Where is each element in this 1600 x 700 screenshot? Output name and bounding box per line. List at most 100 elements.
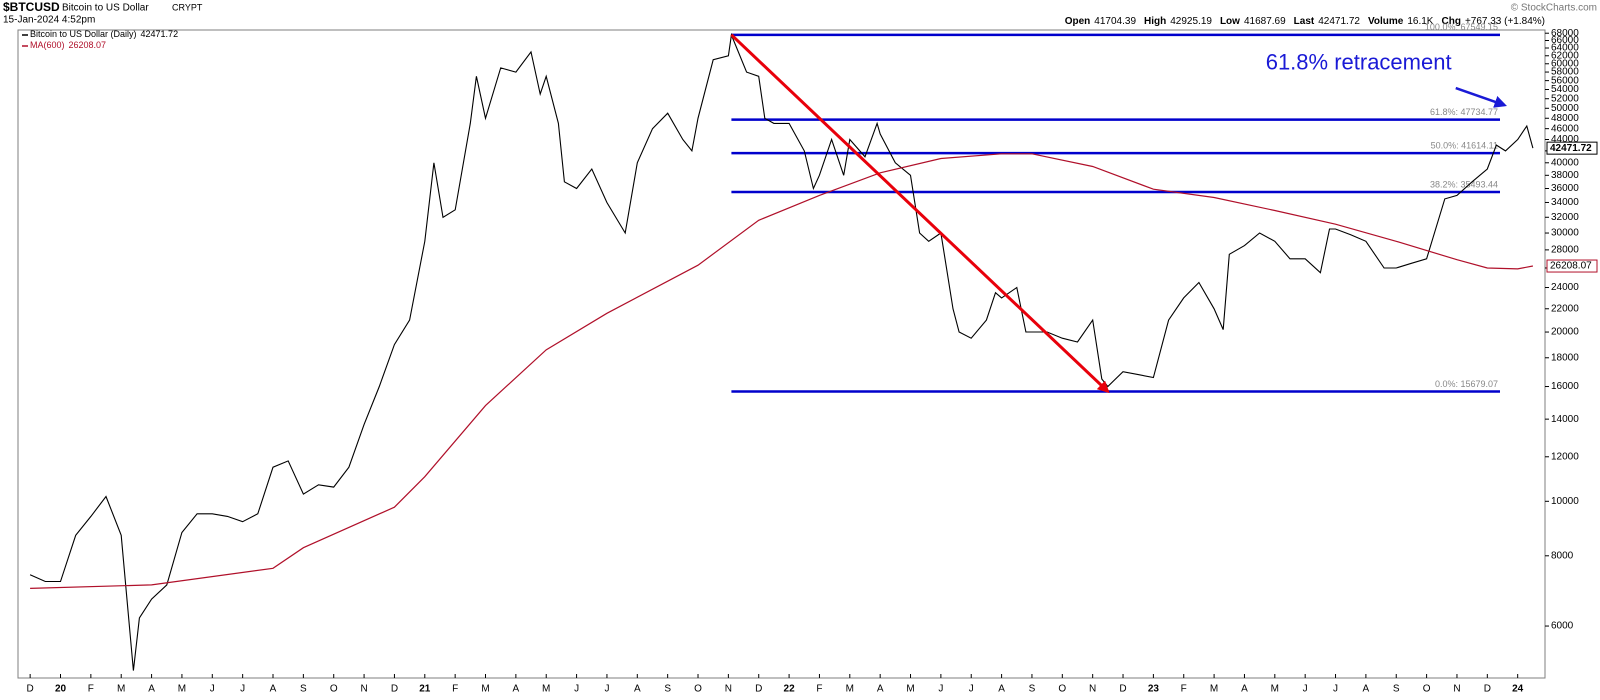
x-tick-label: A	[513, 684, 520, 695]
date: 15-Jan-2024 4:52pm	[3, 15, 95, 26]
y-tick-label: 36000	[1551, 183, 1579, 194]
y-tick-label: 16000	[1551, 381, 1579, 392]
y-tick-label: 52000	[1551, 93, 1579, 104]
exchange: CRYPT	[172, 2, 203, 12]
annotation-arrow	[1455, 86, 1507, 108]
quote-label: Low	[1220, 16, 1240, 27]
x-tick-label: F	[452, 684, 458, 695]
x-tick-label: M	[117, 684, 125, 695]
x-tick-label: O	[694, 684, 702, 695]
x-tick-label: O	[330, 684, 338, 695]
y-tick-label: 46000	[1551, 123, 1579, 134]
series-line	[30, 153, 1534, 589]
y-tick-label: 54000	[1551, 84, 1579, 95]
y-tick-label: 62000	[1551, 50, 1579, 61]
symbol: $BTCUSD	[3, 0, 60, 14]
x-tick-label: N	[360, 684, 367, 695]
x-tick-label: 24	[1512, 684, 1524, 695]
y-tick-label: 40000	[1551, 157, 1579, 168]
x-tick-label: J	[938, 684, 943, 695]
x-tick-label: J	[240, 684, 245, 695]
quote-value: 16.1K	[1407, 16, 1433, 27]
x-tick-label: M	[1210, 684, 1218, 695]
x-tick-label: A	[634, 684, 641, 695]
x-tick-label: N	[1089, 684, 1096, 695]
x-tick-label: S	[300, 684, 307, 695]
fib-label: 61.8%: 47734.77	[1430, 107, 1498, 117]
quote-label: Chg	[1441, 16, 1460, 27]
legend-name: Bitcoin to US Dollar (Daily)	[30, 29, 137, 39]
y-tick-label: 24000	[1551, 282, 1579, 293]
y-tick-label: 32000	[1551, 212, 1579, 223]
series-line	[29, 32, 1534, 671]
y-tick-label: 34000	[1551, 197, 1579, 208]
x-tick-label: J	[1333, 684, 1338, 695]
quote-row: Open 41704.39 High 42925.19 Low 41687.69 Last 4…	[1065, 16, 1545, 27]
quote-value: 42471.72	[1318, 16, 1360, 27]
value-tag	[1546, 259, 1598, 273]
x-tick-label: D	[391, 684, 398, 695]
x-tick-label: A	[270, 684, 277, 695]
x-tick-label: D	[755, 684, 762, 695]
y-tick-label: 50000	[1551, 103, 1579, 114]
y-tick-label: 18000	[1551, 352, 1579, 363]
fib-label: 0.0%: 15679.07	[1435, 379, 1498, 389]
y-tick-label: 20000	[1551, 327, 1579, 338]
x-tick-label: A	[1241, 684, 1248, 695]
x-tick-label: 22	[784, 684, 796, 695]
x-tick-label: M	[1271, 684, 1279, 695]
fib-label: 50.0%: 41614.11	[1431, 140, 1498, 150]
y-tick-label: 68000	[1551, 28, 1579, 39]
y-tick-label: 38000	[1551, 170, 1579, 181]
legend-entry: MA(600) 26208.07	[30, 40, 106, 50]
y-tick-label: 28000	[1551, 245, 1579, 256]
x-tick-label: J	[604, 684, 609, 695]
legend-entry: Bitcoin to US Dollar (Daily) 42471.72	[30, 29, 178, 39]
y-tick-label: 64000	[1551, 43, 1579, 54]
legend-value: 26208.07	[69, 40, 107, 50]
y-tick-label: 12000	[1551, 451, 1579, 462]
x-tick-label: M	[542, 684, 550, 695]
credit: © StockCharts.com	[1511, 3, 1597, 14]
x-tick-label: S	[1393, 684, 1400, 695]
y-tick-label: 6000	[1551, 621, 1574, 632]
x-tick-label: N	[1453, 684, 1460, 695]
x-tick-label: F	[1181, 684, 1187, 695]
legend-name: MA(600)	[30, 40, 65, 50]
x-tick-label: 23	[1148, 684, 1160, 695]
y-tick-label: 30000	[1551, 228, 1579, 239]
value-tag-label: 26208.07	[1550, 261, 1592, 272]
y-tick-label: 8000	[1551, 550, 1574, 561]
y-tick-label: 58000	[1551, 67, 1579, 78]
fib-label: 38.2%: 35493.44	[1430, 179, 1498, 189]
quote-value: 41687.69	[1244, 16, 1286, 27]
x-tick-label: A	[998, 684, 1005, 695]
quote-value: 42925.19	[1170, 16, 1212, 27]
x-tick-label: D	[27, 684, 34, 695]
x-tick-label: N	[725, 684, 732, 695]
y-tick-label: 10000	[1551, 496, 1579, 507]
chart-title: Bitcoin to US Dollar	[62, 3, 149, 14]
x-tick-label: A	[877, 684, 884, 695]
x-tick-label: M	[846, 684, 854, 695]
x-tick-label: M	[178, 684, 186, 695]
quote-label: High	[1144, 16, 1166, 27]
trend-arrow	[730, 33, 1110, 394]
y-tick-label: 66000	[1551, 35, 1579, 46]
x-tick-label: J	[969, 684, 974, 695]
value-tag	[1546, 141, 1598, 155]
value-tag-label: 42471.72	[1550, 143, 1592, 154]
quote-label: Open	[1065, 16, 1091, 27]
legend-value: 42471.72	[141, 29, 179, 39]
x-tick-label: J	[210, 684, 215, 695]
x-tick-label: O	[1058, 684, 1066, 695]
annotation-text: 61.8% retracement	[1266, 49, 1452, 74]
x-tick-label: A	[1363, 684, 1370, 695]
quote-label: Volume	[1368, 16, 1404, 27]
x-tick-label: 21	[419, 684, 431, 695]
x-tick-label: D	[1484, 684, 1491, 695]
fib-label: 100.0%: 67549.15	[1425, 22, 1498, 32]
quote-label: Last	[1294, 16, 1315, 27]
y-tick-label: 56000	[1551, 75, 1579, 86]
quote-value: 41704.39	[1094, 16, 1136, 27]
